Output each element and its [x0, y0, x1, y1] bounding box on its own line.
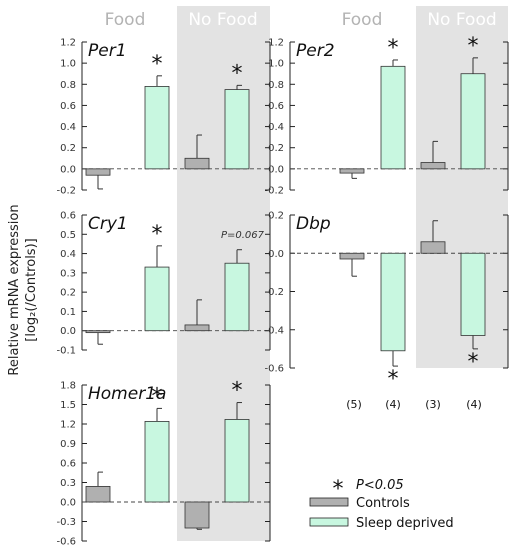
gene-label: Per2: [296, 41, 335, 61]
bar: [85, 168, 111, 176]
gene-label: Homer1a: [88, 384, 166, 404]
y-tick-label: 0.0: [60, 498, 76, 509]
bar: [184, 501, 210, 529]
gene-label: Per1: [88, 41, 127, 61]
y-tick-label: 0.8: [60, 80, 76, 91]
header-nofood-right: No Food: [427, 10, 496, 30]
bar: [420, 241, 446, 254]
sample-size: (3): [425, 398, 441, 411]
y-tick-label: -0.3: [56, 517, 76, 528]
header-food-right: Food: [342, 10, 383, 30]
no-food-shade-left: [177, 6, 270, 541]
y-tick-label: -0.6: [56, 537, 76, 548]
y-axis-units: [log₂(/Controls)]: [24, 238, 39, 341]
p-value-note: P=0.067: [221, 230, 265, 241]
legend-swatch-sleep-deprived: [309, 517, 349, 527]
y-tick-label: 0.9: [60, 439, 76, 450]
significance-star: *: [152, 52, 163, 77]
y-tick-label: -0.6: [264, 364, 284, 375]
gene-label: Dbp: [296, 214, 331, 234]
y-tick-label: 0.4: [60, 122, 76, 133]
legend-significance: P<0.05: [356, 478, 404, 493]
significance-star: *: [232, 379, 243, 404]
y-tick-label: 0.6: [268, 101, 284, 112]
y-tick-label: 0.8: [268, 80, 284, 91]
y-tick-label: 0.3: [60, 478, 76, 489]
y-tick-label: 0.4: [268, 122, 284, 133]
y-axis-label: Relative mRNA expression: [7, 204, 22, 375]
y-tick-label: 0.4: [60, 249, 76, 260]
y-tick-label: -0.2: [264, 186, 284, 197]
significance-star: *: [152, 384, 163, 409]
significance-star: *: [232, 61, 243, 86]
bar: [144, 420, 170, 503]
y-tick-label: -0.4: [264, 325, 284, 336]
y-tick-label: 0.3: [60, 268, 76, 279]
header-nofood-left: No Food: [188, 10, 257, 30]
y-tick-label: 1.2: [60, 38, 76, 49]
legend-swatch-controls: [309, 497, 349, 507]
y-tick-label: 0.0: [268, 249, 284, 260]
significance-star: *: [468, 350, 479, 375]
bar: [380, 252, 406, 352]
legend-controls: Controls: [356, 496, 410, 511]
bar: [184, 157, 210, 170]
y-tick-label: 1.5: [60, 400, 76, 411]
y-tick-label: -0.1: [56, 346, 76, 357]
y-tick-label: 0.2: [60, 143, 76, 154]
legend-star: *: [333, 477, 344, 502]
bar: [339, 168, 365, 174]
y-tick-label: 1.2: [268, 38, 284, 49]
y-tick-label: -0.2: [264, 287, 284, 298]
y-tick-label: 0.2: [268, 211, 284, 222]
bar: [224, 89, 250, 170]
y-tick-label: 1.2: [60, 420, 76, 431]
bar: [144, 86, 170, 170]
sample-size: (4): [385, 398, 401, 411]
bar: [144, 266, 170, 332]
y-tick-label: 0.6: [60, 101, 76, 112]
significance-star: *: [152, 222, 163, 247]
bar: [224, 262, 250, 332]
y-tick-label: 0.5: [60, 230, 76, 241]
y-tick-label: 1.0: [60, 59, 76, 70]
significance-star: *: [388, 36, 399, 61]
sample-size: (5): [346, 398, 362, 411]
y-tick-label: 1.0: [268, 59, 284, 70]
bar: [460, 73, 486, 170]
y-tick-label: 0.1: [60, 307, 76, 318]
bar: [184, 324, 210, 332]
y-tick-label: 0.6: [60, 459, 76, 470]
bar: [85, 485, 111, 503]
y-tick-label: 0.0: [60, 326, 76, 337]
significance-star: *: [468, 34, 479, 59]
y-tick-label: 0.2: [268, 143, 284, 154]
bar: [339, 252, 365, 260]
gene-label: Cry1: [88, 214, 128, 234]
y-tick-label: 0.0: [268, 164, 284, 175]
bar: [224, 419, 250, 503]
legend-sleep-deprived: Sleep deprived: [356, 516, 454, 531]
bar: [380, 65, 406, 170]
significance-star: *: [388, 367, 399, 392]
bar: [460, 252, 486, 336]
header-food-left: Food: [105, 10, 146, 30]
sample-size: (4): [466, 398, 482, 411]
y-tick-label: -0.2: [56, 186, 76, 197]
y-tick-label: 0.6: [60, 211, 76, 222]
y-tick-label: 1.8: [60, 381, 76, 392]
bar: [85, 330, 111, 334]
y-tick-label: 0.2: [60, 288, 76, 299]
y-tick-label: 0.0: [60, 164, 76, 175]
bar: [420, 162, 446, 170]
